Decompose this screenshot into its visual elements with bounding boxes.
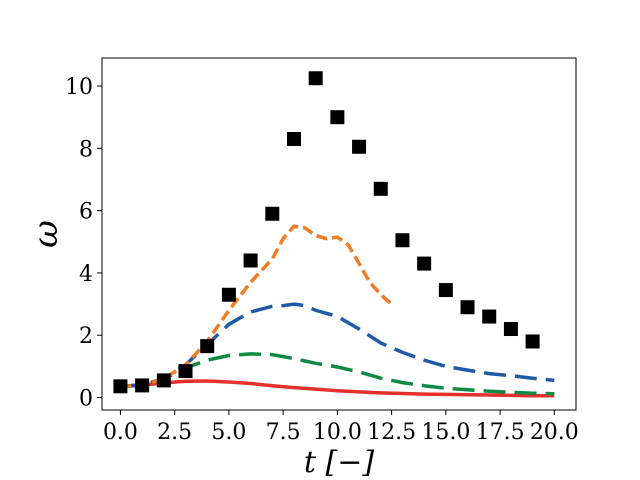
x-tick-label: 20.0 [530,420,579,445]
x-tick-label: 15.0 [421,420,470,445]
data-point [178,364,193,379]
data-point [265,206,280,221]
data-point [243,253,258,268]
data-point [503,322,518,337]
data-point [352,139,367,154]
data-point [460,300,475,315]
x-tick-label: 5.0 [211,420,246,445]
plot-series [113,71,555,398]
data-point [156,373,171,388]
data-point [417,256,432,271]
data-point [395,233,410,248]
data-point [200,339,215,354]
data-point [525,334,540,349]
x-tick-label: 7.5 [266,420,301,445]
y-tick-label: 4 [79,262,93,287]
y-axis-label: ω [26,220,66,248]
data-point [438,283,453,298]
series-line [120,352,555,396]
data-point [135,378,150,393]
data-point [221,287,236,302]
x-tick-label: 0.0 [103,420,138,445]
y-tick-label: 10 [65,75,93,100]
y-tick-label: 6 [79,200,93,225]
x-tick-label: 2.5 [157,420,192,445]
series-line [120,302,555,389]
y-tick-label: 2 [79,324,93,349]
data-point [482,309,497,324]
series-line [120,379,555,398]
x-tick-label: 10.0 [313,420,362,445]
data-point [308,71,323,86]
y-tick-label: 0 [79,387,93,412]
plot-frame [101,57,577,411]
data-point [373,181,388,196]
series-line [120,224,393,389]
data-point [113,379,128,394]
data-point [286,131,301,146]
x-axis: 0.0 2.5 5.0 7.5 10.0 12.5 15.0 17.5 20.0 [103,410,579,445]
x-axis-label: t [−] [304,445,374,480]
y-axis: 0 2 4 6 8 10 [65,75,102,412]
x-tick-label: 17.5 [476,420,525,445]
y-tick-label: 8 [79,137,93,162]
data-point [330,110,345,125]
x-tick-label: 12.5 [367,420,416,445]
